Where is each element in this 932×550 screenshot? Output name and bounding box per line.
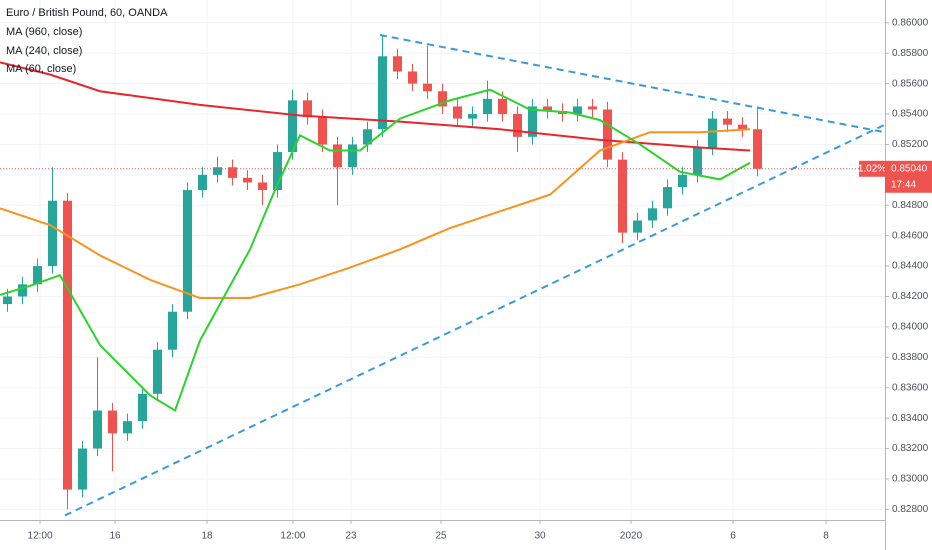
candle-body bbox=[18, 284, 27, 297]
chart-title: Euro / British Pound, 60, OANDA bbox=[6, 7, 168, 19]
trend-line bbox=[379, 33, 885, 134]
x-tick-label: 25 bbox=[435, 531, 447, 542]
y-tick-label: 0.84800 bbox=[892, 200, 929, 211]
candle-body bbox=[678, 174, 687, 188]
candle-body bbox=[303, 100, 312, 118]
candle-body bbox=[543, 106, 552, 111]
candle-body bbox=[483, 98, 492, 115]
candle-body bbox=[228, 167, 237, 178]
candle-body bbox=[603, 109, 612, 160]
candle-body bbox=[33, 266, 42, 285]
candle-body bbox=[423, 83, 432, 92]
y-tick-label: 0.85800 bbox=[892, 48, 929, 59]
candle-body bbox=[408, 71, 417, 84]
candle-body bbox=[198, 174, 207, 191]
candle-body bbox=[273, 152, 282, 191]
plot-area bbox=[0, 33, 885, 517]
x-tick-label: 2020 bbox=[620, 531, 643, 542]
candle-body bbox=[528, 106, 537, 137]
candle-body bbox=[498, 98, 507, 115]
y-tick-label: 0.84600 bbox=[892, 230, 929, 241]
candle-body bbox=[78, 448, 87, 490]
candle-body bbox=[153, 349, 162, 394]
candle-body bbox=[63, 200, 72, 490]
y-tick-label: 0.84200 bbox=[892, 291, 929, 302]
x-tick-label: 23 bbox=[345, 531, 357, 542]
x-tick-label: 6 bbox=[730, 531, 736, 542]
price-tag bbox=[885, 160, 932, 193]
candle-body bbox=[513, 114, 522, 137]
legend-entry: MA (240, close) bbox=[6, 45, 82, 57]
candle-body bbox=[48, 200, 57, 267]
candle-body bbox=[693, 147, 702, 175]
y-tick-label: 0.83400 bbox=[892, 413, 929, 424]
candle-body bbox=[738, 124, 747, 130]
candle-body bbox=[348, 144, 357, 168]
candle-body bbox=[183, 190, 192, 312]
y-tick-label: 0.83000 bbox=[892, 474, 929, 485]
y-tick-label: 0.83600 bbox=[892, 382, 929, 393]
price-label: 0.85040 bbox=[891, 163, 928, 174]
y-tick-label: 0.86000 bbox=[892, 17, 929, 28]
x-tick-label: 30 bbox=[534, 531, 546, 542]
candle-body bbox=[363, 129, 372, 145]
x-tick-label: 16 bbox=[109, 531, 121, 542]
y-tick-label: 0.82800 bbox=[892, 504, 929, 515]
candle-body bbox=[318, 117, 327, 145]
y-tick-label: 0.84000 bbox=[892, 322, 929, 333]
candle-body bbox=[138, 393, 147, 422]
y-tick-label: 0.85400 bbox=[892, 109, 929, 120]
y-tick-label: 0.83800 bbox=[892, 352, 929, 363]
candle-body bbox=[258, 182, 267, 191]
change-tag bbox=[859, 160, 885, 177]
candle-body bbox=[123, 421, 132, 434]
legend-entry: MA (960, close) bbox=[6, 26, 82, 38]
legend-entry: MA (60, close) bbox=[6, 63, 76, 75]
countdown-label: 17:44 bbox=[891, 179, 916, 190]
candle-body bbox=[648, 208, 657, 221]
moving-average-line bbox=[0, 61, 751, 152]
trend-line bbox=[64, 123, 885, 517]
candle-body bbox=[468, 114, 477, 119]
y-tick-label: 0.85200 bbox=[892, 139, 929, 150]
candle-body bbox=[3, 296, 12, 305]
candle-body bbox=[288, 100, 297, 153]
candle-body bbox=[93, 410, 102, 449]
candle-body bbox=[108, 410, 117, 434]
candle-body bbox=[663, 187, 672, 209]
candle-body bbox=[588, 106, 597, 110]
moving-average-line bbox=[0, 128, 751, 300]
x-tick-label: 8 bbox=[823, 531, 829, 542]
candle-body bbox=[618, 159, 627, 233]
candle-body bbox=[453, 106, 462, 119]
candle-body bbox=[573, 106, 582, 115]
y-tick-label: 0.85600 bbox=[892, 78, 929, 89]
change-label: 1.02% bbox=[858, 163, 886, 174]
candle-body bbox=[378, 56, 387, 130]
candle-body bbox=[333, 144, 342, 168]
candle-body bbox=[438, 91, 447, 107]
candle-body bbox=[168, 311, 177, 350]
legend: Euro / British Pound, 60, OANDA MA (960,… bbox=[6, 7, 168, 75]
candle-body bbox=[633, 220, 642, 233]
x-tick-label: 12:00 bbox=[28, 531, 53, 542]
axes: 0.82800 0.83000 0.83200 0.83400 0.83600 0.838… bbox=[28, 17, 932, 542]
y-tick-label: 0.83200 bbox=[892, 443, 929, 454]
x-tick-label: 12:00 bbox=[280, 531, 305, 542]
x-tick-label: 18 bbox=[201, 531, 213, 542]
candle-body bbox=[243, 177, 252, 183]
candle-body bbox=[708, 118, 717, 148]
candle-body bbox=[393, 56, 402, 72]
y-tick-label: 0.84400 bbox=[892, 261, 929, 272]
candle-body bbox=[213, 167, 222, 175]
candle-body bbox=[723, 118, 732, 125]
candle-body bbox=[753, 129, 762, 169]
moving-average-line bbox=[0, 88, 751, 413]
